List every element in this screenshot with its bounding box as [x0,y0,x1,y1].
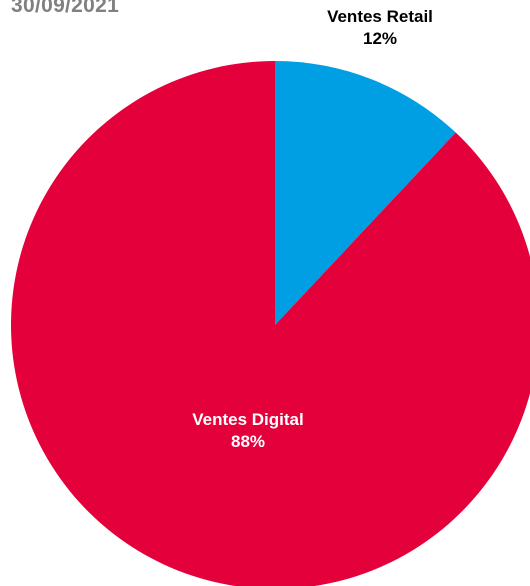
slice-label-name: Ventes Digital [192,410,303,429]
report-date: 30/09/2021 [11,0,120,17]
pie-slice-ventes-retail [275,61,456,325]
pie-slices [11,61,530,586]
pie-labels: Ventes Retail 12% Ventes Digital 88% [192,7,433,451]
slice-label-name: Ventes Retail [327,7,433,26]
pie-slice-ventes-digital [11,61,530,586]
slice-label-percent: 12% [363,29,397,48]
slice-label-percent: 88% [231,432,265,451]
